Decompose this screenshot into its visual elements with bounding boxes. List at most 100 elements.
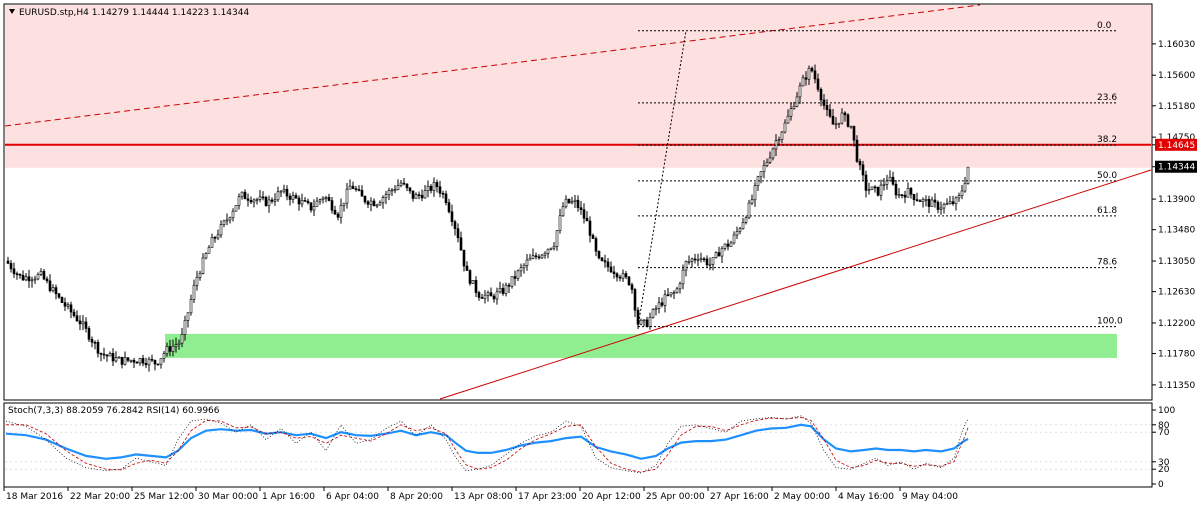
candle bbox=[144, 357, 148, 369]
candle-body bbox=[882, 184, 886, 186]
candle bbox=[204, 252, 208, 260]
stoch-main-line bbox=[5, 415, 969, 474]
candle-body bbox=[75, 315, 79, 322]
time-label: 2 May 00:00 bbox=[774, 492, 830, 502]
fibonacci-anchor-line[interactable] bbox=[637, 30, 687, 327]
candle-body bbox=[54, 287, 58, 295]
triangle-down-icon[interactable] bbox=[9, 9, 15, 14]
candle-body bbox=[258, 196, 262, 200]
candle-body bbox=[93, 341, 97, 344]
candle-body bbox=[567, 198, 571, 204]
candle bbox=[63, 297, 67, 311]
candle-body bbox=[852, 125, 856, 141]
candle bbox=[177, 339, 181, 350]
candle bbox=[189, 294, 193, 316]
candle-body bbox=[483, 294, 487, 299]
candle-body bbox=[309, 202, 313, 211]
candle-body bbox=[696, 259, 700, 261]
candle-body bbox=[225, 219, 229, 222]
candle-body bbox=[771, 148, 775, 159]
candle-body bbox=[654, 307, 658, 310]
candle-body bbox=[387, 189, 391, 195]
candle bbox=[342, 202, 346, 212]
candle-body bbox=[48, 280, 52, 292]
candle bbox=[288, 193, 292, 206]
candle-body bbox=[714, 252, 718, 258]
candle bbox=[642, 319, 646, 327]
candle bbox=[687, 255, 691, 265]
candle-body bbox=[702, 258, 706, 261]
candle bbox=[447, 198, 451, 214]
candle bbox=[609, 261, 613, 274]
candle bbox=[585, 211, 589, 222]
candle-body bbox=[444, 193, 448, 203]
candle bbox=[273, 193, 277, 206]
candle-body bbox=[234, 205, 238, 212]
candle bbox=[225, 213, 229, 226]
fib-level-label: 100.0 bbox=[1097, 317, 1123, 327]
candle bbox=[915, 192, 919, 202]
candle-body bbox=[255, 199, 259, 201]
candle bbox=[540, 253, 544, 260]
candle-body bbox=[342, 202, 346, 206]
candle-body bbox=[165, 346, 169, 354]
candle-body bbox=[807, 67, 811, 80]
candle-body bbox=[663, 294, 667, 306]
candle bbox=[330, 196, 334, 214]
candle bbox=[711, 257, 715, 271]
candle bbox=[18, 273, 22, 279]
candle-body bbox=[282, 188, 286, 192]
candle bbox=[588, 216, 592, 243]
symbol-header: EURUSD.stp,H4 1.14279 1.14444 1.14223 1.… bbox=[9, 8, 249, 18]
resistance-zone[interactable] bbox=[5, 5, 1151, 168]
candle bbox=[75, 310, 79, 322]
candle bbox=[954, 196, 958, 211]
candle bbox=[582, 203, 586, 224]
candle-body bbox=[633, 289, 637, 311]
candle bbox=[960, 184, 964, 200]
indicator-scale-label: 100 bbox=[1158, 406, 1175, 416]
candle bbox=[201, 253, 205, 275]
candle-body bbox=[252, 199, 256, 203]
candle-body bbox=[687, 261, 691, 263]
time-label: 8 Apr 20:00 bbox=[390, 492, 443, 502]
candle bbox=[864, 170, 868, 198]
candle bbox=[816, 73, 820, 92]
candle-body bbox=[681, 269, 685, 285]
candle bbox=[423, 184, 427, 199]
indicator-pane[interactable] bbox=[3, 402, 1153, 488]
time-axis: 18 Mar 2016 22 Mar 20:00 25 Mar 12:00 30 Ma… bbox=[3, 487, 958, 502]
candle bbox=[300, 193, 304, 208]
candle-body bbox=[618, 276, 622, 279]
upper-channel-line[interactable] bbox=[4, 4, 981, 127]
candle-body bbox=[21, 274, 25, 281]
candle bbox=[444, 190, 448, 206]
time-label: 9 May 04:00 bbox=[902, 492, 958, 502]
candle-body bbox=[306, 200, 310, 203]
fibonacci-retracement[interactable]: 0.0 23.6 38.2 50.0 61.8 78.6 100.0 bbox=[638, 21, 1123, 328]
candle-body bbox=[453, 221, 457, 229]
candle bbox=[900, 194, 904, 199]
candle-body bbox=[87, 328, 91, 340]
support-zone[interactable] bbox=[165, 333, 1117, 358]
candle bbox=[213, 235, 217, 243]
candle-body bbox=[732, 234, 736, 244]
support-trendline[interactable] bbox=[439, 169, 1152, 400]
candle bbox=[456, 223, 460, 243]
candle bbox=[408, 187, 412, 194]
candle-body bbox=[930, 199, 934, 207]
candle-body bbox=[462, 249, 466, 267]
candle-body bbox=[63, 302, 67, 307]
candle-body bbox=[183, 320, 187, 335]
candle-body bbox=[204, 253, 208, 259]
candle-body bbox=[705, 258, 709, 266]
candle bbox=[966, 166, 970, 185]
candle bbox=[858, 158, 862, 171]
candle-body bbox=[621, 273, 625, 279]
candle-body bbox=[174, 344, 178, 347]
candle bbox=[450, 204, 454, 227]
candle-body bbox=[792, 106, 796, 110]
candle bbox=[501, 283, 505, 296]
